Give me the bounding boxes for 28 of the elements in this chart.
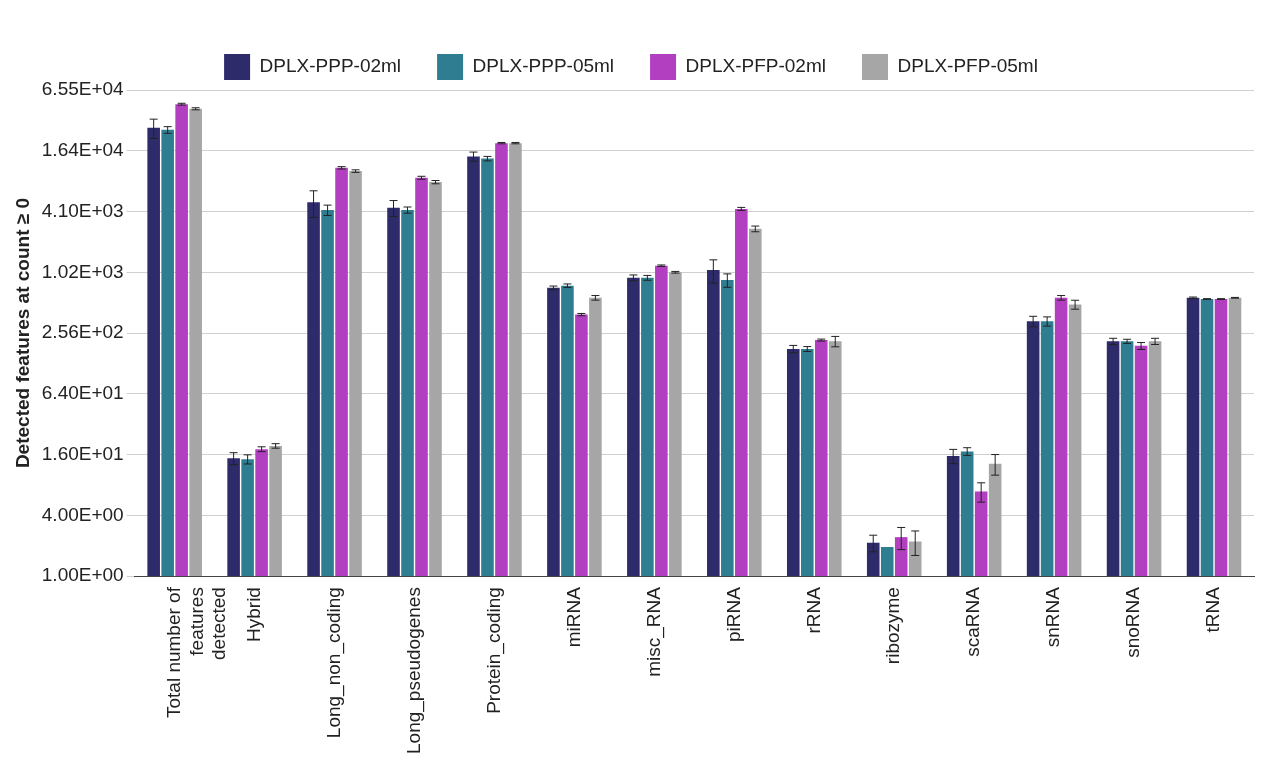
y-tick-label: 4.00E+00 (41, 503, 124, 525)
x-tick-label: Long_non_coding (322, 587, 345, 739)
x-tick-label: snRNA (1042, 586, 1064, 648)
x-tick-label: piRNA (722, 586, 744, 642)
y-axis-title: Detected features at count ≥ 0 (11, 197, 33, 469)
x-tick-label: Total number of features detected (162, 586, 230, 719)
legend-label: DPLX-PFP-02ml (685, 55, 826, 77)
y-tick-label: 1.64E+04 (41, 138, 125, 160)
y-tick-label: 1.00E+00 (41, 564, 124, 586)
legend-label: DPLX-PPP-02ml (259, 55, 402, 77)
y-tick-label: 2.56E+02 (41, 321, 124, 343)
x-tick-label: rRNA (802, 586, 824, 634)
y-tick-label: 6.55E+04 (41, 78, 125, 100)
y-tick-label: 1.60E+01 (41, 442, 124, 464)
x-tick-label: misc_RNA (642, 586, 665, 677)
x-tick-label: tRNA (1202, 586, 1224, 633)
legend-label: DPLX-PFP-05ml (897, 55, 1038, 77)
legend-label: DPLX-PPP-05ml (472, 55, 615, 77)
y-tick-label: 1.02E+03 (41, 260, 124, 282)
y-tick-label: 6.40E+01 (41, 382, 124, 404)
x-tick-label: snoRNA (1122, 586, 1144, 658)
x-tick-label: Protein_coding (482, 587, 505, 714)
x-tick-label: miRNA (562, 586, 584, 648)
x-tick-label: Hybrid (242, 587, 264, 642)
y-tick-label: 4.10E+03 (41, 199, 124, 221)
x-tick-label: ribozyme (882, 587, 904, 665)
x-tick-label: Long_pseudogenes (402, 587, 425, 754)
x-tick-label: scaRNA (962, 586, 984, 657)
